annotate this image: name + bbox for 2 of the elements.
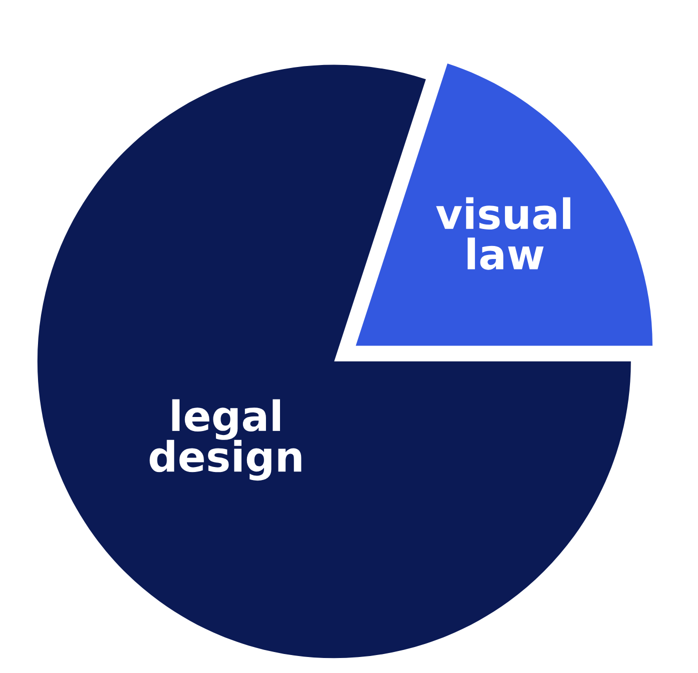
slice-label: visual law	[436, 197, 570, 270]
slice-label: legal design	[150, 399, 302, 481]
